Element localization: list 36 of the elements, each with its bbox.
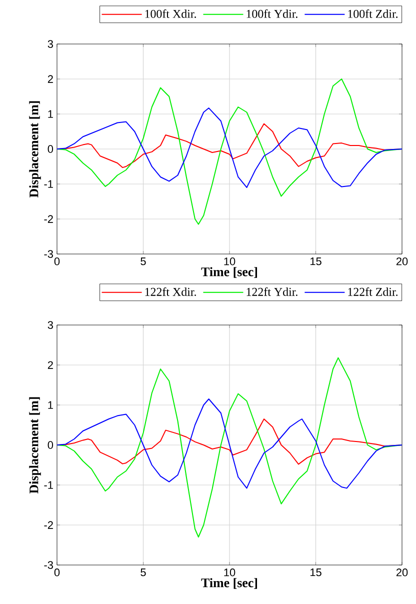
x-tick-label: 10 bbox=[224, 258, 236, 266]
x-axis-title: Time [sec] bbox=[201, 578, 258, 589]
x-tick-label: 15 bbox=[310, 568, 322, 576]
y-tick-label: 2 bbox=[48, 361, 53, 369]
x-tick-label: 20 bbox=[396, 258, 408, 266]
line-series bbox=[57, 78, 402, 225]
y-tick-label: 2 bbox=[48, 75, 53, 83]
y-tick-label: 1 bbox=[48, 401, 53, 409]
legend-label: 122ft Ydir. bbox=[246, 287, 298, 296]
x-tick-label: 15 bbox=[310, 258, 322, 266]
y-tick-label: 3 bbox=[48, 40, 53, 48]
y-tick-label: -2 bbox=[44, 215, 53, 223]
legend-label: 122ft Xdir. bbox=[145, 287, 196, 296]
legend-label: 100ft Ydir. bbox=[246, 9, 298, 18]
y-tick-label: 1 bbox=[48, 110, 53, 118]
line-series bbox=[57, 357, 402, 538]
y-tick-label: 3 bbox=[48, 321, 53, 329]
x-tick-label: 5 bbox=[140, 258, 146, 266]
x-tick-label: 0 bbox=[54, 258, 60, 266]
x-axis-title: Time [sec] bbox=[201, 267, 258, 278]
legend-label: 100ft Zdir. bbox=[348, 9, 398, 18]
y-tick-label: -3 bbox=[44, 250, 53, 258]
x-tick-label: 10 bbox=[224, 568, 236, 576]
y-tick-label: -3 bbox=[44, 561, 53, 569]
y-tick-label: -2 bbox=[44, 521, 53, 529]
y-axis-title: Displacement [m] bbox=[29, 397, 41, 494]
x-tick-label: 0 bbox=[54, 568, 60, 576]
y-tick-label: -1 bbox=[44, 180, 53, 188]
legend-label: 122ft Zdir. bbox=[348, 287, 398, 296]
x-tick-label: 20 bbox=[396, 568, 408, 576]
legend-label: 100ft Xdir. bbox=[145, 9, 196, 18]
y-axis-title: Displacement [m] bbox=[29, 101, 41, 198]
y-tick-label: -1 bbox=[44, 481, 53, 489]
y-tick-label: 0 bbox=[48, 145, 54, 153]
y-tick-label: 0 bbox=[48, 441, 54, 449]
x-tick-label: 5 bbox=[140, 568, 146, 576]
